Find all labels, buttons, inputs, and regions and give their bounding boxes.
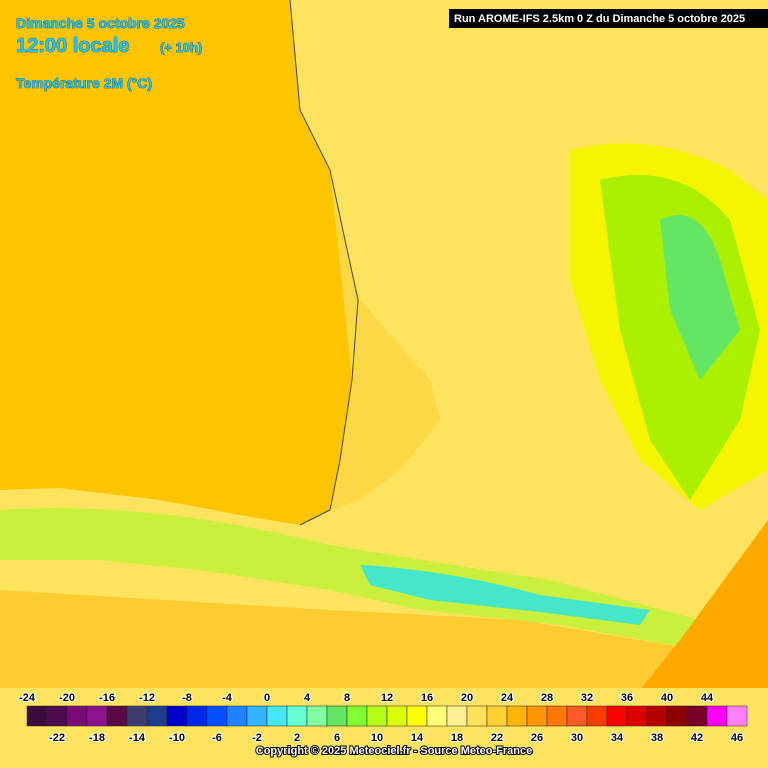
run-box bbox=[449, 9, 768, 28]
mediterranean bbox=[640, 520, 768, 690]
legend-label: 22 bbox=[491, 732, 503, 744]
legend-label: 16 bbox=[421, 692, 433, 704]
parameter: Température 2M (°C) bbox=[16, 75, 152, 91]
pyrenees-peaks bbox=[360, 565, 650, 625]
legend-swatch bbox=[306, 705, 328, 727]
coastline bbox=[289, 0, 359, 526]
legend-label: 14 bbox=[411, 732, 424, 744]
legend-label: 2 bbox=[294, 732, 300, 744]
legend-label: 4 bbox=[304, 692, 311, 704]
legend-swatch bbox=[46, 705, 68, 727]
legend-label: -12 bbox=[139, 692, 155, 704]
time: 12:00 locale bbox=[16, 35, 129, 57]
legend-swatch bbox=[246, 705, 268, 727]
pyrenees bbox=[0, 508, 700, 650]
legend-swatch bbox=[406, 705, 428, 727]
date: Dimanche 5 octobre 2025 bbox=[16, 15, 185, 31]
legend-swatch bbox=[706, 705, 728, 727]
legend-swatch bbox=[586, 705, 608, 727]
massif-green bbox=[600, 175, 760, 500]
legend-label: 8 bbox=[344, 692, 350, 704]
legend-area bbox=[0, 688, 768, 768]
legend-swatch bbox=[526, 705, 548, 727]
legend-swatch bbox=[366, 705, 388, 727]
legend-label: -18 bbox=[89, 732, 105, 744]
legend-label: -4 bbox=[222, 692, 233, 704]
legend-swatch bbox=[226, 705, 248, 727]
legend-label: -6 bbox=[212, 732, 222, 744]
legend-swatch bbox=[566, 705, 588, 727]
run: Run AROME-IFS 2.5km 0 Z du Dimanche 5 oc… bbox=[454, 13, 745, 25]
massif-high bbox=[660, 215, 740, 380]
legend-swatch bbox=[506, 705, 528, 727]
legend-swatch bbox=[466, 705, 488, 727]
legend-swatch bbox=[186, 705, 208, 727]
legend-swatch bbox=[666, 705, 688, 727]
legend-swatch bbox=[266, 705, 288, 727]
legend-swatch bbox=[546, 705, 568, 727]
legend-swatch bbox=[386, 705, 408, 727]
legend-label: 32 bbox=[581, 692, 593, 704]
legend-swatch bbox=[426, 705, 448, 727]
legend: -24-22-20-18-16-14-12-10-8-6-4-202468101… bbox=[18, 691, 748, 745]
legend-label: 18 bbox=[451, 732, 463, 744]
legend-swatch bbox=[106, 705, 128, 727]
legend-label: 46 bbox=[731, 732, 743, 744]
copyright: Copyright © 2025 Meteociel.fr - Source M… bbox=[256, 745, 532, 757]
legend-label: -22 bbox=[49, 732, 65, 744]
legend-swatch bbox=[126, 705, 148, 727]
legend-label: 20 bbox=[461, 692, 473, 704]
legend-swatch bbox=[346, 705, 368, 727]
legend-label: 38 bbox=[651, 732, 663, 744]
legend-label: -14 bbox=[129, 732, 146, 744]
legend-swatch bbox=[686, 705, 708, 727]
legend-swatch bbox=[486, 705, 508, 727]
spain bbox=[0, 590, 768, 690]
legend-label: 40 bbox=[661, 692, 673, 704]
legend-label: -16 bbox=[99, 692, 115, 704]
legend-swatch bbox=[286, 705, 308, 727]
landes bbox=[330, 170, 440, 510]
legend-swatch bbox=[66, 705, 88, 727]
legend-label: 44 bbox=[701, 692, 714, 704]
legend-label: 10 bbox=[371, 732, 383, 744]
legend-swatch bbox=[726, 705, 748, 727]
legend-label: 0 bbox=[264, 692, 270, 704]
legend-swatch bbox=[86, 705, 108, 727]
legend-swatch bbox=[646, 705, 668, 727]
legend-label: -2 bbox=[252, 732, 262, 744]
legend-label: 28 bbox=[541, 692, 553, 704]
legend-label: 42 bbox=[691, 732, 703, 744]
legend-label: 24 bbox=[501, 692, 514, 704]
legend-label: -10 bbox=[169, 732, 185, 744]
legend-label: -8 bbox=[182, 692, 192, 704]
legend-swatch bbox=[446, 705, 468, 727]
legend-label: 26 bbox=[531, 732, 543, 744]
legend-label: 6 bbox=[334, 732, 340, 744]
legend-label: 30 bbox=[571, 732, 583, 744]
legend-swatch bbox=[606, 705, 628, 727]
ocean bbox=[0, 0, 358, 525]
legend-label: 12 bbox=[381, 692, 393, 704]
lead: (+ 10h) bbox=[160, 40, 202, 55]
legend-swatch bbox=[626, 705, 648, 727]
legend-swatch bbox=[206, 705, 228, 727]
legend-swatch bbox=[26, 705, 48, 727]
legend-label: 34 bbox=[611, 732, 624, 744]
legend-swatch bbox=[146, 705, 168, 727]
legend-swatch bbox=[326, 705, 348, 727]
legend-label: 36 bbox=[621, 692, 633, 704]
legend-swatch bbox=[166, 705, 188, 727]
legend-label: -24 bbox=[19, 692, 36, 704]
legend-label: -20 bbox=[59, 692, 75, 704]
